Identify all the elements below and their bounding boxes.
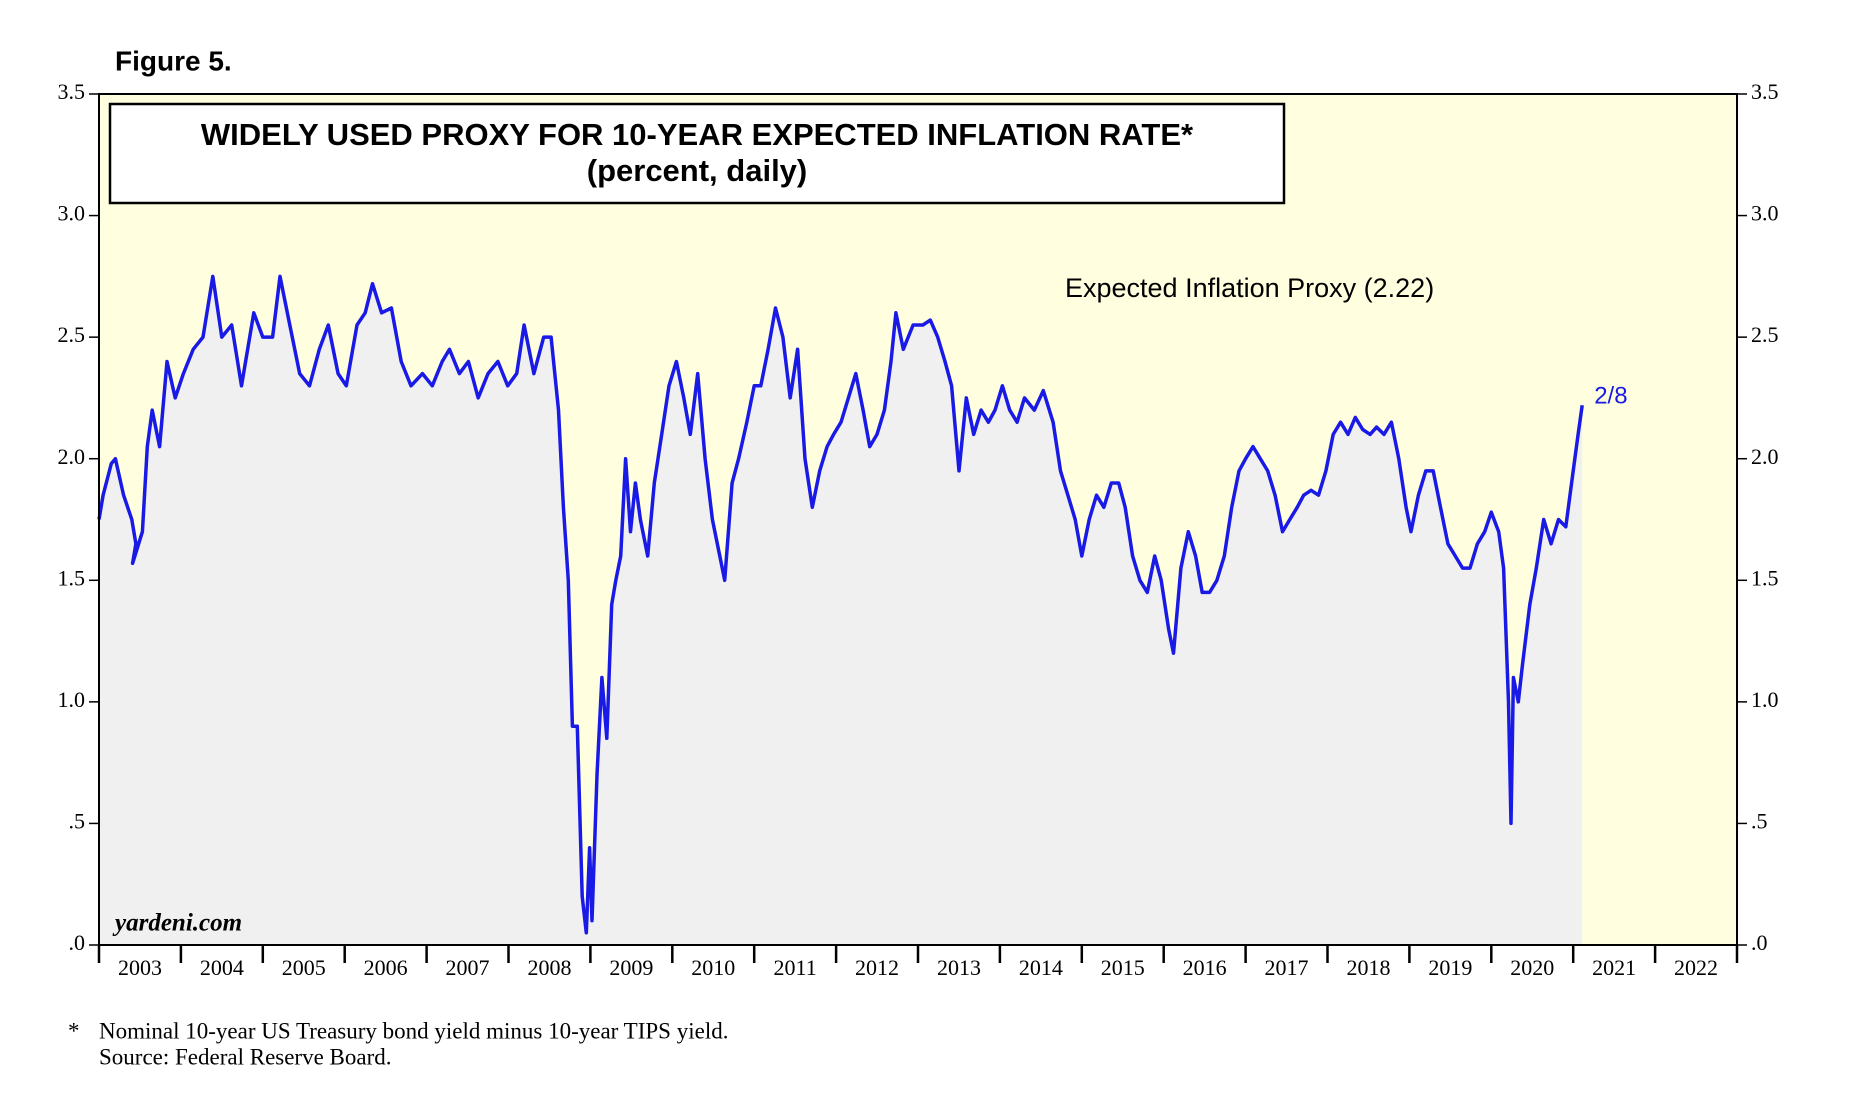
y-tick-label: .0 — [69, 930, 86, 955]
watermark: yardeni.com — [112, 910, 242, 937]
y2-tick-label: .0 — [1751, 930, 1768, 955]
x-tick-label: 2004 — [200, 955, 244, 980]
series-label: Expected Inflation Proxy (2.22) — [1065, 273, 1434, 303]
y-tick-label: 1.5 — [58, 565, 86, 590]
figure-label: Figure 5. — [115, 45, 232, 76]
y2-tick-label: 1.0 — [1751, 687, 1779, 712]
x-tick-label: 2012 — [855, 955, 899, 980]
y2-tick-label: 3.0 — [1751, 201, 1779, 226]
x-tick-label: 2019 — [1428, 955, 1472, 980]
x-tick-label: 2022 — [1674, 955, 1718, 980]
x-tick-label: 2021 — [1592, 955, 1636, 980]
x-tick-label: 2009 — [609, 955, 653, 980]
footnote-mark: * — [68, 1018, 80, 1043]
y-tick-label: 3.0 — [58, 201, 86, 226]
data-line — [97, 274, 1584, 935]
x-tick-label: 2014 — [1019, 955, 1063, 980]
x-tick-label: 2015 — [1101, 955, 1145, 980]
x-tick-label: 2005 — [282, 955, 326, 980]
y2-tick-label: 2.0 — [1751, 444, 1779, 469]
x-tick-label: 2011 — [774, 955, 817, 980]
y2-tick-label: 2.5 — [1751, 322, 1779, 347]
x-tick-label: 2008 — [527, 955, 571, 980]
y-tick-label: 2.0 — [58, 444, 86, 469]
x-tick-label: 2018 — [1346, 955, 1390, 980]
y2-tick-label: .5 — [1751, 808, 1768, 833]
y2-tick-label: 3.5 — [1751, 79, 1779, 104]
y-tick-label: 2.5 — [58, 322, 86, 347]
x-tick-label: 2006 — [364, 955, 408, 980]
x-tick-label: 2020 — [1510, 955, 1554, 980]
chart-title: WIDELY USED PROXY FOR 10-YEAR EXPECTED I… — [201, 117, 1194, 152]
y-tick-label: 1.0 — [58, 687, 86, 712]
x-tick-label: 2010 — [691, 955, 735, 980]
x-tick-label: 2003 — [118, 955, 162, 980]
y-tick-label: 3.5 — [58, 79, 86, 104]
x-tick-label: 2007 — [446, 955, 490, 980]
chart-subtitle: (percent, daily) — [587, 153, 808, 188]
source-note: Source: Federal Reserve Board. — [99, 1044, 392, 1069]
title-box — [108, 102, 1286, 205]
end-annotation: 2/8 — [1594, 383, 1627, 410]
area-fill — [99, 276, 1583, 945]
y-tick-label: .5 — [69, 808, 86, 833]
x-tick-label: 2016 — [1183, 955, 1227, 980]
y2-tick-label: 1.5 — [1751, 565, 1779, 590]
x-tick-label: 2017 — [1265, 955, 1309, 980]
footnote: Nominal 10-year US Treasury bond yield m… — [99, 1018, 728, 1043]
x-tick-label: 2013 — [937, 955, 981, 980]
